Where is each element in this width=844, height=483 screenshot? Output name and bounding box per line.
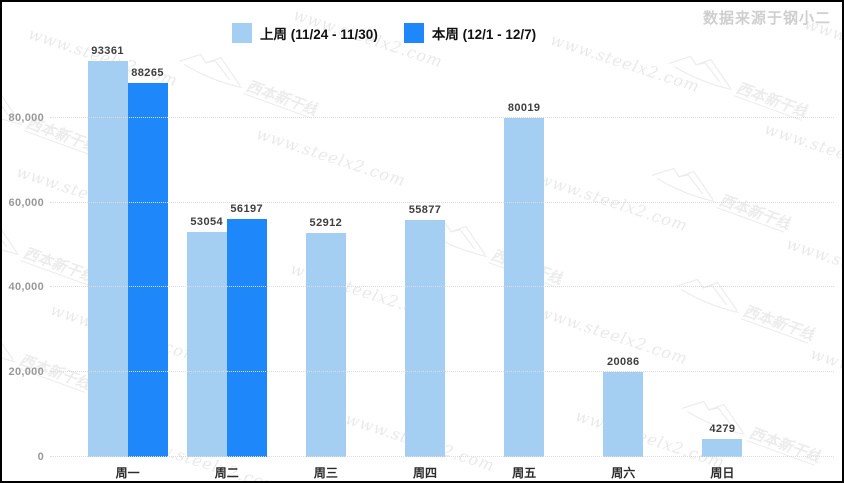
x-axis-label: 周日: [710, 466, 735, 480]
bar-value-label: 80019: [507, 101, 541, 114]
legend-swatch-last-week: [232, 23, 252, 43]
bar-group: 93361 88265 周一: [78, 33, 177, 480]
plot-area: 93361 88265 周一 53054 56197 周二 52912 周三 55877 周四 80…: [2, 33, 842, 480]
bar-last-week[interactable]: 20086: [603, 356, 644, 457]
data-source-label: 数据来源于钢小二: [702, 10, 831, 27]
bar-group: 4279 周日: [673, 33, 772, 480]
bar-last-week[interactable]: 53054: [186, 216, 227, 457]
bar-group: 53054 56197 周二: [177, 33, 276, 480]
bar-value-label: 93361: [91, 45, 124, 58]
y-axis-label: 60,000: [8, 196, 44, 209]
gridline: [50, 201, 834, 203]
bar-last-week[interactable]: 55877: [404, 204, 445, 457]
bar-last-week[interactable]: 52912: [305, 217, 346, 457]
bar-group: 52912 周三: [276, 33, 375, 480]
bar-this-week[interactable]: 56197: [226, 203, 267, 457]
bar-last-week[interactable]: 4279: [702, 423, 743, 457]
x-axis-label: 周三: [313, 466, 338, 480]
bar-this-week[interactable]: 88265: [127, 67, 168, 457]
gridline: [50, 456, 834, 457]
legend: 上周 (11/24 - 11/30) 本周 (12/1 - 12/7): [232, 23, 536, 43]
y-axis-label: 20,000: [8, 366, 44, 379]
y-axis-label: 0: [37, 451, 44, 463]
legend-label-this-week: 本周 (12/1 - 12/7): [431, 27, 537, 42]
bar-value-label: 56197: [230, 202, 263, 215]
y-axis-label: 80,000: [8, 111, 44, 124]
bar-group: 20086 周六: [574, 33, 673, 480]
legend-swatch-this-week: [403, 23, 424, 43]
legend-label-last-week: 上周 (11/24 - 11/30): [260, 27, 378, 42]
x-axis-label: 周二: [214, 466, 239, 480]
x-axis-label: 周五: [512, 466, 537, 480]
bars-container: 93361 88265 周一 53054 56197 周二 52912 周三 55877 周四 80…: [78, 33, 772, 480]
bar-value-label: 88265: [131, 66, 164, 79]
gridline: [50, 371, 834, 373]
legend-item-last-week[interactable]: 上周 (11/24 - 11/30): [232, 23, 378, 43]
bar-value-label: 53054: [190, 216, 223, 229]
x-axis-label: 周六: [611, 466, 636, 480]
gridline: [50, 116, 834, 118]
bar-value-label: 4279: [709, 422, 736, 435]
bar-value-label: 52912: [309, 216, 343, 229]
legend-item-this-week[interactable]: 本周 (12/1 - 12/7): [403, 23, 537, 43]
bar-value-label: 55877: [408, 204, 442, 217]
y-axis-label: 40,000: [8, 281, 44, 294]
bar-group: 80019 周五: [475, 33, 574, 480]
bar-value-label: 20086: [606, 355, 640, 368]
bar-last-week[interactable]: 93361: [87, 45, 128, 457]
bar-group: 55877 周四: [375, 33, 474, 480]
gridline: [50, 286, 834, 288]
x-axis-label: 周四: [412, 466, 437, 480]
x-axis-label: 周一: [115, 466, 140, 480]
